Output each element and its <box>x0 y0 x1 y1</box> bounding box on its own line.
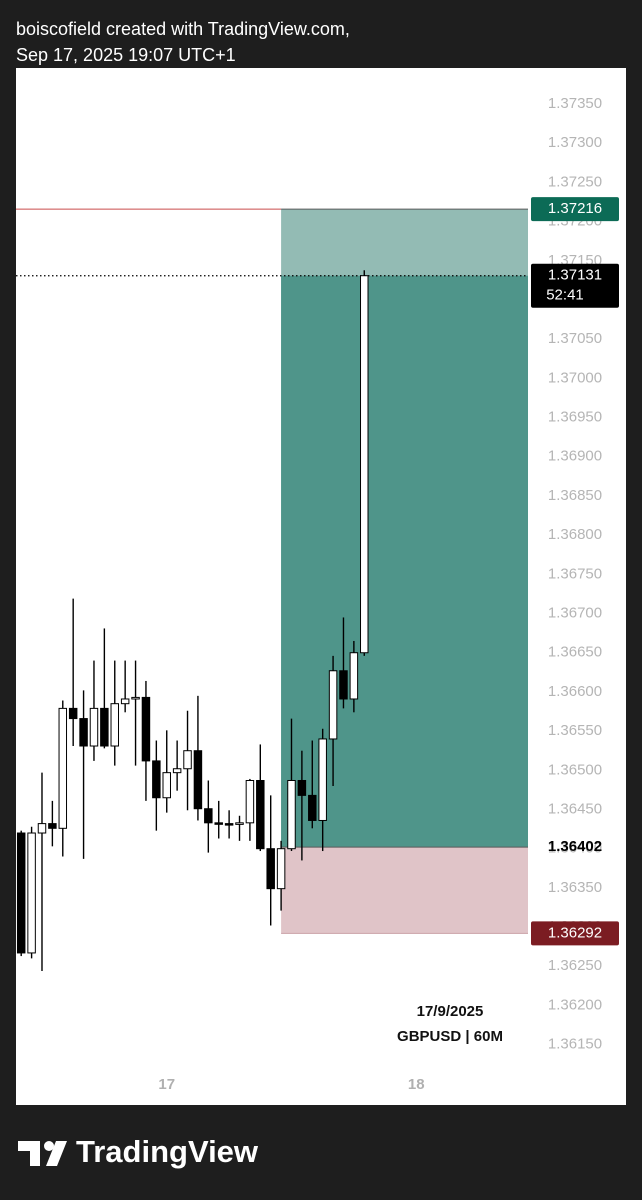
candle-body <box>256 779 265 850</box>
candle-body <box>318 738 327 821</box>
x-tick-label: 17 <box>158 1076 175 1093</box>
brand-name: TradingView <box>76 1134 259 1169</box>
candle-body <box>120 698 130 705</box>
chart-title: boiscofield created with TradingView.com… <box>16 19 350 39</box>
brand-logo <box>18 1141 67 1166</box>
annotation: GBPUSD | 60M <box>397 1028 503 1045</box>
y-tick-label: 1.37300 <box>548 134 602 151</box>
y-tick-label: 1.36350 <box>548 879 602 896</box>
candle-body <box>16 832 26 954</box>
y-tick-label: 1.36150 <box>548 1036 602 1053</box>
candle-body <box>172 768 182 774</box>
stop-label-bg <box>531 921 619 946</box>
logo-bar <box>18 1141 40 1166</box>
y-tick-label: 1.37350 <box>548 95 602 112</box>
profit-zone <box>281 275 528 848</box>
chart-subtitle: Sep 17, 2025 19:07 UTC+1 <box>16 45 236 65</box>
candle-body <box>152 760 161 799</box>
candle-body <box>360 275 369 654</box>
logo-slash <box>46 1141 67 1166</box>
logo-dot <box>44 1141 54 1151</box>
candle-body <box>37 823 47 834</box>
candle-body <box>349 652 359 700</box>
y-tick-label: 1.36700 <box>548 605 602 622</box>
candle-body <box>183 750 192 770</box>
candle-body <box>339 670 348 700</box>
y-tick-label: 1.36950 <box>548 409 602 426</box>
y-tick-label: 1.36200 <box>548 996 602 1013</box>
candle-body <box>131 696 140 700</box>
y-tick-label: 1.36400 <box>548 840 602 857</box>
countdown: 52:41 <box>546 287 584 304</box>
y-tick-label: 1.36600 <box>548 683 602 700</box>
y-tick-label: 1.36900 <box>548 448 602 465</box>
y-tick-label: 1.36850 <box>548 487 602 504</box>
candle-body <box>162 772 171 799</box>
y-tick-label: 1.36500 <box>548 761 602 778</box>
candle-body <box>100 707 109 747</box>
candle-body <box>308 794 317 821</box>
x-tick-label: 18 <box>408 1076 425 1093</box>
candle-body <box>287 779 296 850</box>
candle-body <box>297 779 307 796</box>
y-tick-label: 1.36650 <box>548 644 602 661</box>
y-tick-label: 1.36250 <box>548 957 602 974</box>
y-tick-label: 1.37050 <box>548 330 602 347</box>
candle-body <box>235 822 244 825</box>
y-tick-label: 1.36550 <box>548 722 602 739</box>
candle-body <box>79 718 88 747</box>
entry-label: 1.36402 <box>548 838 602 855</box>
candle-body <box>193 750 203 810</box>
candle-body <box>214 822 223 825</box>
annotation: 17/9/2025 <box>417 1003 484 1020</box>
stop-zone <box>281 847 528 934</box>
y-tick-label: 1.36450 <box>548 800 602 817</box>
candle-body <box>58 707 68 829</box>
candle-body <box>48 823 57 829</box>
candle-body <box>27 832 36 954</box>
y-tick-label: 1.36800 <box>548 526 602 543</box>
y-tick-label: 1.37000 <box>548 369 602 386</box>
candle-body <box>328 670 338 740</box>
candle-body <box>276 848 286 890</box>
candle-body <box>224 823 234 826</box>
y-tick-label: 1.36750 <box>548 565 602 582</box>
candle-body <box>245 779 255 824</box>
stop-label: 1.36292 <box>548 924 602 941</box>
y-tick-label: 1.37250 <box>548 173 602 190</box>
target-label-bg <box>531 197 619 222</box>
candle-body <box>89 707 99 747</box>
candle-body <box>266 848 275 890</box>
candle-body <box>68 707 78 720</box>
candle-body <box>141 696 151 762</box>
candle-body <box>110 703 120 747</box>
price-label-bg <box>531 263 619 308</box>
candle-body <box>204 808 213 824</box>
target-label: 1.37216 <box>548 200 602 217</box>
price-label: 1.37131 <box>548 267 602 284</box>
